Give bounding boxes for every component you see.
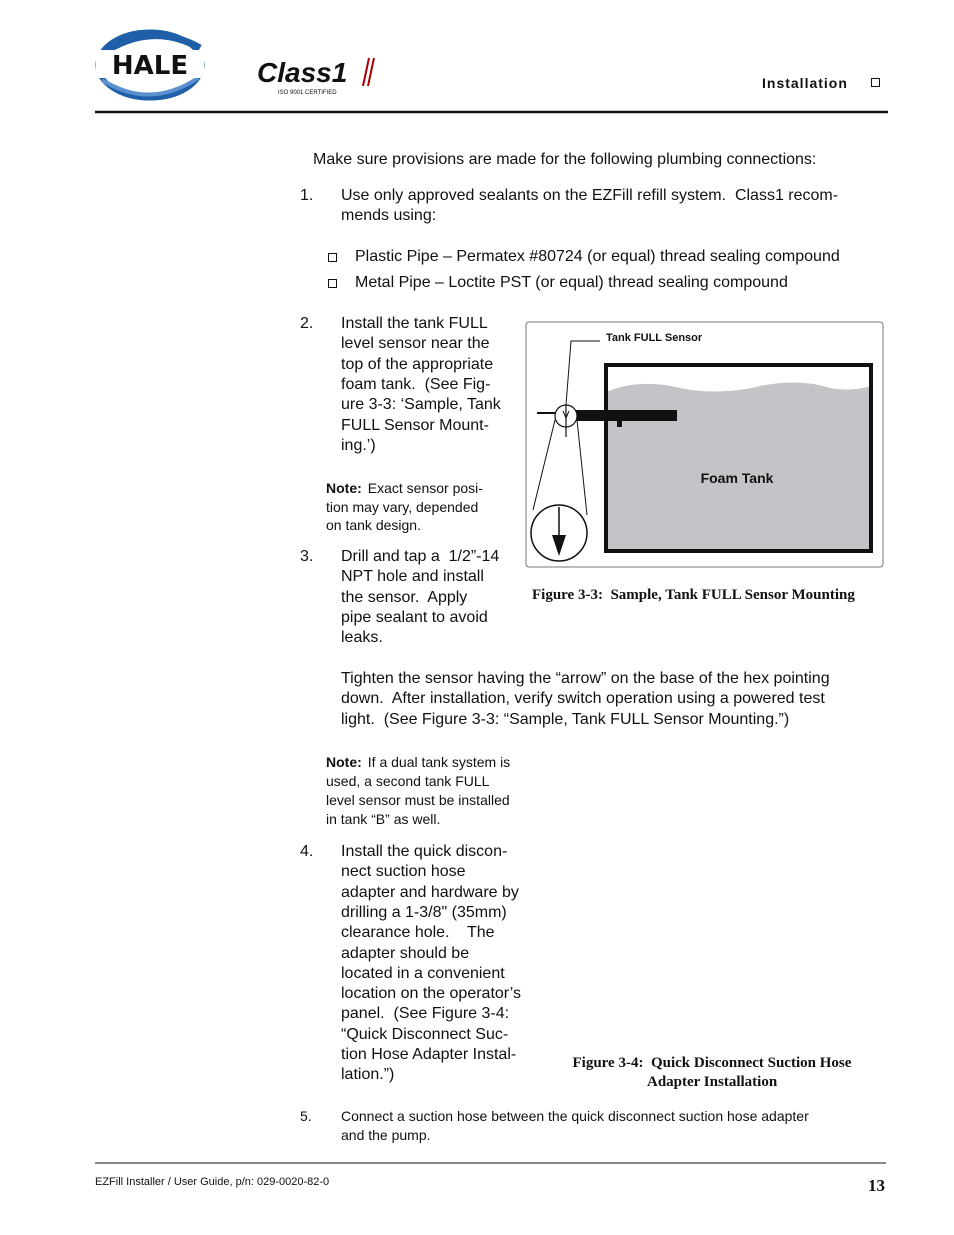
step-number: 2. bbox=[300, 315, 314, 332]
step-line: Drill and tap a 1/2”-14 bbox=[341, 548, 500, 565]
section-box bbox=[871, 78, 880, 87]
note-line: on tank design. bbox=[326, 517, 421, 533]
step-number: 5. bbox=[300, 1108, 312, 1124]
step-line: “Quick Disconnect Suc- bbox=[341, 1025, 509, 1043]
bullet-text: Metal Pipe – Loctite PST (or equal) thre… bbox=[355, 274, 788, 291]
note-text: If a dual tank system is bbox=[367, 754, 511, 770]
step-line: the sensor. Apply bbox=[341, 588, 468, 606]
note-line: tion may vary, depended bbox=[326, 498, 479, 515]
step-line: Use only approved sealants on the EZFill… bbox=[341, 187, 839, 204]
step-line: foam tank. (See Fig- bbox=[341, 375, 491, 393]
figure-caption: Figure 3-4: Quick Disconnect Suction Hos… bbox=[572, 1055, 852, 1071]
step-number: 3. bbox=[300, 548, 314, 565]
step-line: FULL Sensor Mount- bbox=[341, 416, 489, 434]
step-line: panel. (See Figure 3-4: bbox=[341, 1005, 510, 1023]
step-line: ure 3-3: ‘Sample, Tank bbox=[341, 396, 501, 414]
note-line: in tank “B” as well. bbox=[326, 811, 441, 827]
page-number: 13 bbox=[868, 1176, 885, 1195]
bullet-text: Plastic Pipe – Permatex #80724 (or equal… bbox=[355, 248, 840, 265]
step-line: top of the appropriate bbox=[341, 355, 494, 373]
step-line: Connect a suction hose between the quick… bbox=[341, 1108, 809, 1124]
step-line: ing.’) bbox=[341, 436, 376, 454]
note-label: Note: bbox=[326, 480, 362, 496]
note-label: Note: bbox=[326, 754, 362, 770]
bullet-box bbox=[328, 253, 337, 262]
paragraph-line: down. After installation, verify switch … bbox=[341, 690, 825, 708]
step-line: NPT hole and install bbox=[341, 568, 484, 586]
step-line: level sensor near the bbox=[341, 335, 490, 353]
step-line: mends using: bbox=[341, 207, 437, 225]
intro: Make sure provisions are made for the fo… bbox=[313, 151, 817, 168]
step-line: adapter and hardware by bbox=[341, 883, 519, 901]
brand: HALE bbox=[112, 51, 188, 81]
step-line: pipe sealant to avoid bbox=[341, 608, 488, 626]
product: Class1 bbox=[257, 57, 347, 88]
step-line: Install the tank FULL bbox=[341, 315, 488, 332]
paragraph-line: Tighten the sensor having the “arrow” on… bbox=[341, 670, 830, 687]
figure-label: Tank FULL Sensor bbox=[606, 332, 703, 344]
note-line: used, a second tank FULL bbox=[326, 773, 490, 789]
bullet-box bbox=[328, 279, 337, 288]
paragraph-line: light. (See Figure 3-3: “Sample, Tank FU… bbox=[341, 710, 790, 728]
figure-3-3: Tank FULL Sensor Foam Tank bbox=[525, 321, 884, 568]
figure-label: Foam Tank bbox=[701, 470, 774, 486]
step-number: 1. bbox=[300, 187, 314, 204]
step-line: leaks. bbox=[341, 629, 383, 647]
section-title: Installation bbox=[762, 75, 848, 91]
note-line: level sensor must be installed bbox=[326, 792, 510, 808]
step-line: drilling a 1-3/8" (35mm) bbox=[341, 903, 507, 921]
step-line: location on the operator’s bbox=[341, 985, 521, 1003]
step-line: located in a convenient bbox=[341, 964, 505, 982]
hale-logo: HALE bbox=[95, 29, 205, 101]
figure-caption: Adapter Installation bbox=[647, 1074, 778, 1090]
step-number: 4. bbox=[300, 843, 314, 860]
step-line: clearance hole. The bbox=[341, 924, 495, 942]
class1-logo: Class1 ISO 9001 CERTIFIED bbox=[257, 57, 375, 96]
step-line: and the pump. bbox=[341, 1127, 431, 1143]
figure-caption: Figure 3-3: Sample, Tank FULL Sensor Mou… bbox=[532, 587, 855, 603]
certification: ISO 9001 CERTIFIED bbox=[278, 90, 337, 96]
step-line: lation.”) bbox=[341, 1066, 395, 1084]
footer-document: EZFill Installer / User Guide, p/n: 029-… bbox=[95, 1176, 330, 1188]
step-line: nect suction hose bbox=[341, 863, 466, 881]
step-line: adapter should be bbox=[341, 944, 470, 962]
step-line: tion Hose Adapter Instal- bbox=[341, 1046, 517, 1063]
step-line: Install the quick discon- bbox=[341, 843, 508, 860]
note-text: Exact sensor posi- bbox=[367, 480, 483, 496]
note-line: Note: Exact sensor posi- bbox=[326, 479, 483, 497]
note-line: Note: If a dual tank system is bbox=[326, 753, 510, 771]
